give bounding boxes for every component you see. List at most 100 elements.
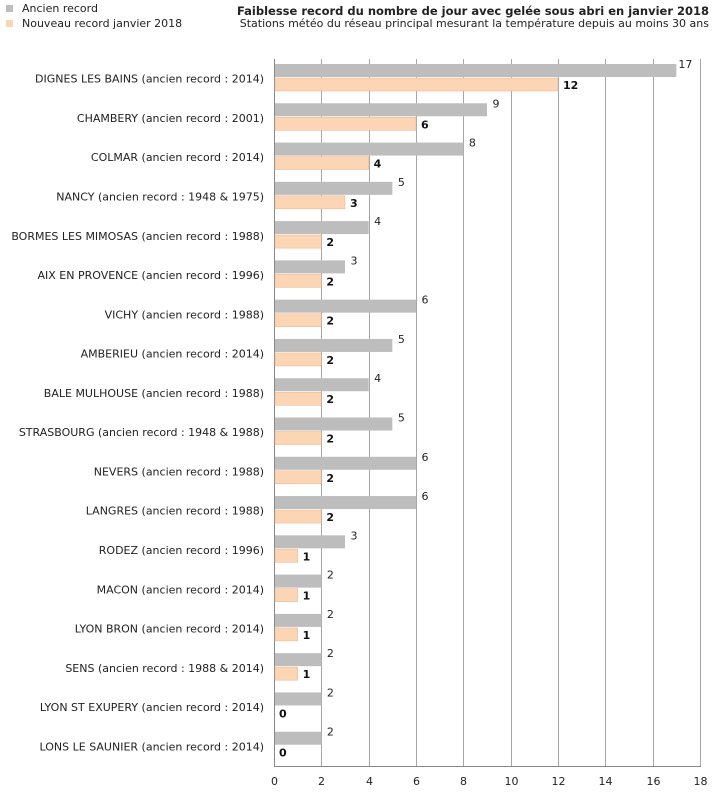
bar-new-record bbox=[274, 234, 322, 249]
bar-new-record bbox=[274, 156, 369, 170]
data-label-old-record: 5 bbox=[398, 333, 405, 346]
data-label-old-record: 3 bbox=[351, 529, 358, 542]
category-label: BALE MULHOUSE (ancien record : 1988) bbox=[44, 387, 264, 400]
data-label-new-record: 0 bbox=[279, 707, 287, 720]
legend-label-old-record: Ancien record bbox=[22, 2, 98, 15]
bar-old-record bbox=[275, 103, 487, 117]
category-label: DIGNES LES BAINS (ancien record : 2014) bbox=[35, 73, 264, 86]
category-label: VICHY (ancien record : 1988) bbox=[105, 308, 264, 321]
bar-new-record bbox=[274, 627, 298, 642]
data-label-old-record: 2 bbox=[327, 569, 334, 582]
data-label-old-record: 3 bbox=[351, 254, 358, 267]
bar-new-record bbox=[274, 195, 346, 210]
bar-old-record bbox=[275, 613, 322, 627]
category-label: AMBERIEU (ancien record : 2014) bbox=[81, 348, 264, 361]
category-label: RODEZ (ancien record : 1996) bbox=[99, 544, 264, 557]
bar-new-record bbox=[274, 549, 298, 563]
x-tick-label: 16 bbox=[647, 775, 661, 788]
data-label-old-record: 4 bbox=[374, 215, 381, 228]
category-label: MACON (ancien record : 2014) bbox=[97, 583, 264, 596]
category-label: NEVERS (ancien record : 1988) bbox=[94, 465, 264, 478]
data-label-new-record: 0 bbox=[279, 747, 287, 760]
data-label-old-record: 2 bbox=[327, 647, 334, 660]
bar-old-record bbox=[275, 731, 322, 745]
bar-new-record bbox=[274, 588, 298, 602]
legend-item-new-record: Nouveau record janvier 2018 bbox=[6, 17, 182, 30]
category-label: LYON ST EXUPERY (ancien record : 2014) bbox=[40, 701, 264, 714]
data-label-new-record: 1 bbox=[303, 550, 311, 563]
bar-old-record bbox=[275, 338, 393, 352]
data-label-old-record: 9 bbox=[493, 97, 500, 110]
data-label-new-record: 2 bbox=[326, 393, 334, 406]
bar-old-record bbox=[275, 64, 677, 77]
category-label: SENS (ancien record : 1988 & 2014) bbox=[65, 662, 264, 675]
bar-old-record bbox=[275, 142, 464, 156]
data-label-new-record: 2 bbox=[326, 511, 334, 524]
data-label-old-record: 2 bbox=[327, 686, 334, 699]
legend-swatch-old-record bbox=[6, 5, 13, 12]
data-label-new-record: 1 bbox=[303, 668, 311, 681]
bar-old-record bbox=[275, 692, 322, 706]
category-label: STRASBOURG (ancien record : 1948 & 1988) bbox=[19, 426, 264, 439]
bar-new-record bbox=[274, 391, 322, 406]
category-label: AIX EN PROVENCE (ancien record : 1996) bbox=[37, 269, 264, 282]
data-label-new-record: 2 bbox=[326, 472, 334, 485]
data-label-old-record: 5 bbox=[398, 176, 405, 189]
bar-new-record bbox=[274, 313, 322, 327]
data-label-new-record: 2 bbox=[326, 354, 334, 367]
bar-new-record bbox=[274, 77, 559, 92]
data-label-new-record: 1 bbox=[303, 590, 311, 603]
data-label-new-record: 2 bbox=[326, 433, 334, 446]
category-label: BORMES LES MIMOSAS (ancien record : 1988… bbox=[11, 230, 264, 243]
category-label: LYON BRON (ancien record : 2014) bbox=[75, 623, 264, 636]
data-label-old-record: 8 bbox=[469, 137, 476, 150]
bar-old-record bbox=[275, 535, 345, 549]
x-tick-label: 4 bbox=[366, 775, 373, 788]
category-label: COLMAR (ancien record : 2014) bbox=[91, 151, 264, 164]
bar-old-record bbox=[275, 574, 322, 588]
bar-old-record bbox=[275, 417, 393, 431]
x-tick-label: 12 bbox=[552, 775, 566, 788]
bar-new-record bbox=[274, 117, 417, 131]
bar-new-record bbox=[274, 274, 322, 288]
category-label: NANCY (ancien record : 1948 & 1975) bbox=[56, 190, 264, 203]
data-label-old-record: 17 bbox=[678, 58, 692, 71]
data-label-new-record: 3 bbox=[350, 197, 358, 210]
data-label-old-record: 4 bbox=[374, 372, 381, 385]
bar-old-record bbox=[275, 181, 393, 195]
bar-old-record bbox=[275, 221, 369, 235]
data-label-new-record: 2 bbox=[326, 275, 334, 288]
legend-swatch-new-record bbox=[6, 20, 13, 27]
bar-old-record bbox=[275, 496, 416, 510]
bar-old-record bbox=[275, 653, 322, 667]
x-tick-label: 18 bbox=[694, 775, 708, 788]
x-tick-label: 0 bbox=[271, 775, 278, 788]
data-label-old-record: 6 bbox=[422, 294, 429, 307]
data-label-old-record: 2 bbox=[327, 726, 334, 739]
legend-label-new-record: Nouveau record janvier 2018 bbox=[22, 17, 183, 30]
category-label: CHAMBERY (ancien record : 2001) bbox=[77, 112, 264, 125]
chart-subtitle: Stations météo du réseau principal mesur… bbox=[239, 17, 709, 30]
category-label: LANGRES (ancien record : 1988) bbox=[86, 505, 264, 518]
data-label-new-record: 1 bbox=[303, 629, 311, 642]
data-label-new-record: 4 bbox=[374, 158, 382, 171]
legend-item-old-record: Ancien record bbox=[6, 2, 98, 15]
data-label-old-record: 6 bbox=[422, 490, 429, 503]
bar-old-record bbox=[275, 299, 416, 313]
bar-new-record bbox=[274, 470, 322, 485]
data-label-new-record: 12 bbox=[563, 79, 578, 92]
data-label-new-record: 2 bbox=[326, 315, 334, 328]
bar-old-record bbox=[275, 378, 369, 392]
bar-new-record bbox=[274, 431, 322, 445]
x-tick-label: 10 bbox=[505, 775, 519, 788]
bar-old-record bbox=[275, 456, 416, 470]
data-label-new-record: 2 bbox=[326, 236, 334, 249]
bar-new-record bbox=[274, 666, 298, 681]
category-label: LONS LE SAUNIER (ancien record : 2014) bbox=[40, 740, 264, 753]
bar-new-record bbox=[274, 352, 322, 367]
data-label-new-record: 6 bbox=[421, 118, 429, 131]
data-label-old-record: 6 bbox=[422, 451, 429, 464]
x-tick-label: 2 bbox=[318, 775, 325, 788]
bar-new-record bbox=[274, 509, 322, 524]
